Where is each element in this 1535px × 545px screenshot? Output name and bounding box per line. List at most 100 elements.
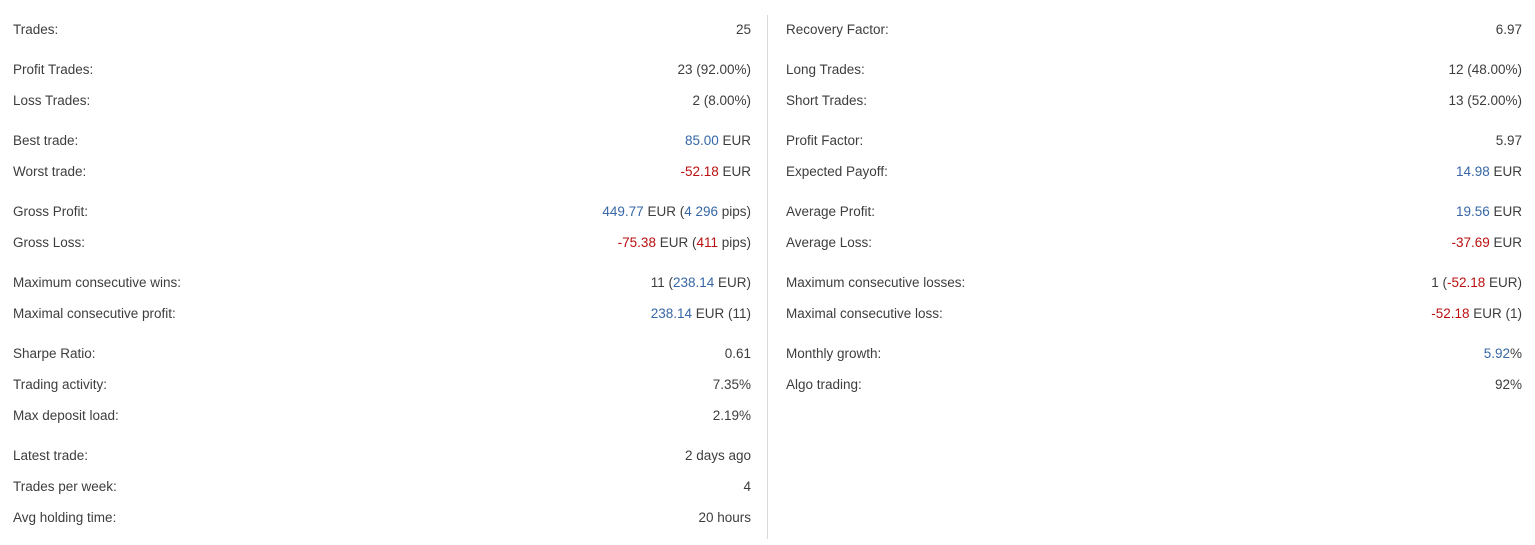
stat-row-profit-factor: Profit Factor: 5.97 bbox=[786, 125, 1522, 156]
value-segment: 25 bbox=[735, 22, 751, 37]
stat-row-short-trades: Short Trades: 13 (52.00%) bbox=[786, 85, 1522, 116]
stat-row-expected-payoff: Expected Payoff: 14.98 EUR bbox=[786, 156, 1522, 187]
stats-group: Sharpe Ratio: 0.61 Trading activity: 7.35% M… bbox=[13, 338, 751, 431]
stat-row-trades-per-week: Trades per week: 4 bbox=[13, 471, 751, 502]
stats-group: Maximum consecutive wins: 11 (238.14 EUR)… bbox=[13, 267, 751, 329]
stat-value-maximal-consecutive-profit: 238.14 EUR (11) bbox=[651, 306, 751, 321]
stats-group: Average Profit: 19.56 EUR Average Loss: -37… bbox=[786, 196, 1522, 258]
stat-value-profit-trades: 23 (92.00%) bbox=[677, 62, 751, 77]
stat-label-gross-loss: Gross Loss: bbox=[13, 235, 86, 250]
stat-row-best-trade: Best trade: 85.00 EUR bbox=[13, 125, 751, 156]
value-segment: % bbox=[1509, 346, 1522, 361]
value-segment: -52.18 bbox=[1431, 306, 1470, 321]
stat-label-average-loss: Average Loss: bbox=[786, 235, 873, 250]
stat-label-sharpe-ratio: Sharpe Ratio: bbox=[13, 346, 96, 361]
value-segment: -75.38 bbox=[617, 235, 656, 250]
stat-label-profit-trades: Profit Trades: bbox=[13, 62, 94, 77]
stats-column-left: Trades: 25 Profit Trades: 23 (92.00%) Loss T… bbox=[0, 0, 767, 542]
stat-value-max-deposit-load: 2.19% bbox=[713, 408, 751, 423]
stat-value-sharpe-ratio: 0.61 bbox=[725, 346, 751, 361]
value-segment: 23 (92.00%) bbox=[677, 62, 751, 77]
value-segment: 5.97 bbox=[1495, 133, 1522, 148]
value-segment: 4 296 bbox=[684, 204, 718, 219]
value-segment: 14.98 bbox=[1455, 164, 1490, 179]
stat-value-average-loss: -37.69 EUR bbox=[1451, 235, 1522, 250]
value-segment: 12 (48.00%) bbox=[1448, 62, 1522, 77]
stat-label-algo-trading: Algo trading: bbox=[786, 377, 862, 392]
value-segment: EUR) bbox=[1485, 275, 1522, 290]
stat-label-avg-holding-time: Avg holding time: bbox=[13, 510, 117, 525]
stat-value-best-trade: 85.00 EUR bbox=[685, 133, 751, 148]
value-segment: EUR (1) bbox=[1469, 306, 1522, 321]
stat-row-maximal-consecutive-profit: Maximal consecutive profit: 238.14 EUR (1… bbox=[13, 298, 751, 329]
value-segment: EUR bbox=[718, 164, 751, 179]
value-segment: 11 ( bbox=[650, 275, 673, 290]
stat-row-maximum-consecutive-losses: Maximum consecutive losses: 1 (-52.18 EUR… bbox=[786, 267, 1522, 298]
stats-group: Monthly growth: 5.92% Algo trading: 92% bbox=[786, 338, 1522, 400]
stat-label-expected-payoff: Expected Payoff: bbox=[786, 164, 888, 179]
value-segment: 238.14 bbox=[650, 306, 692, 321]
stat-value-loss-trades: 2 (8.00%) bbox=[692, 93, 751, 108]
stat-value-profit-factor: 5.97 bbox=[1496, 133, 1522, 148]
value-segment: 1 ( bbox=[1431, 275, 1447, 290]
value-segment: -52.18 bbox=[680, 164, 719, 179]
stat-label-monthly-growth: Monthly growth: bbox=[786, 346, 882, 361]
value-segment: EUR) bbox=[714, 275, 751, 290]
stat-value-latest-trade: 2 days ago bbox=[685, 448, 751, 463]
value-segment: EUR (11) bbox=[691, 306, 751, 321]
value-segment: EUR ( bbox=[643, 204, 685, 219]
stat-value-worst-trade: -52.18 EUR bbox=[680, 164, 751, 179]
value-segment: -37.69 bbox=[1451, 235, 1490, 250]
stat-row-long-trades: Long Trades: 12 (48.00%) bbox=[786, 54, 1522, 85]
stats-group: Long Trades: 12 (48.00%) Short Trades: 13 (… bbox=[786, 54, 1522, 116]
value-segment: EUR ( bbox=[655, 235, 697, 250]
value-segment: 85.00 bbox=[684, 133, 719, 148]
stat-value-expected-payoff: 14.98 EUR bbox=[1456, 164, 1522, 179]
stat-label-gross-profit: Gross Profit: bbox=[13, 204, 89, 219]
stat-row-trades: Trades: 25 bbox=[13, 14, 751, 45]
value-segment: 92% bbox=[1494, 377, 1522, 392]
stat-label-trades: Trades: bbox=[13, 22, 59, 37]
stat-label-maximal-consecutive-loss: Maximal consecutive loss: bbox=[786, 306, 943, 321]
stat-value-recovery-factor: 6.97 bbox=[1496, 22, 1522, 37]
stats-group: Latest trade: 2 days ago Trades per week: 4… bbox=[13, 440, 751, 533]
stat-value-monthly-growth: 5.92% bbox=[1484, 346, 1522, 361]
stat-label-long-trades: Long Trades: bbox=[786, 62, 865, 77]
value-segment: -52.18 bbox=[1446, 275, 1486, 290]
value-segment: EUR bbox=[1489, 204, 1522, 219]
stat-label-trades-per-week: Trades per week: bbox=[13, 479, 117, 494]
stat-row-average-profit: Average Profit: 19.56 EUR bbox=[786, 196, 1522, 227]
stats-column-right: Recovery Factor: 6.97 Long Trades: 12 (48.0… bbox=[768, 0, 1535, 409]
stat-value-algo-trading: 92% bbox=[1495, 377, 1522, 392]
stat-value-maximum-consecutive-losses: 1 (-52.18 EUR) bbox=[1431, 275, 1522, 290]
value-segment: pips) bbox=[717, 235, 751, 250]
value-segment: 2 (8.00%) bbox=[692, 93, 751, 108]
value-segment: 411 bbox=[696, 235, 718, 250]
stat-value-avg-holding-time: 20 hours bbox=[698, 510, 751, 525]
value-segment: pips) bbox=[717, 204, 751, 219]
stats-group: Trades: 25 bbox=[13, 14, 751, 45]
value-segment: 13 (52.00%) bbox=[1448, 93, 1522, 108]
stat-label-best-trade: Best trade: bbox=[13, 133, 79, 148]
value-segment: 5.92 bbox=[1483, 346, 1510, 361]
stat-value-average-profit: 19.56 EUR bbox=[1456, 204, 1522, 219]
value-segment: 449.77 bbox=[602, 204, 644, 219]
stat-row-trading-activity: Trading activity: 7.35% bbox=[13, 369, 751, 400]
stat-label-short-trades: Short Trades: bbox=[786, 93, 868, 108]
stat-value-gross-profit: 449.77 EUR (4 296 pips) bbox=[602, 204, 751, 219]
value-segment: 6.97 bbox=[1495, 22, 1522, 37]
value-segment: 20 hours bbox=[698, 510, 751, 525]
value-segment: 238.14 bbox=[672, 275, 715, 290]
stat-value-trades: 25 bbox=[736, 22, 751, 37]
value-segment: 2 days ago bbox=[684, 448, 751, 463]
stat-row-worst-trade: Worst trade: -52.18 EUR bbox=[13, 156, 751, 187]
column-divider bbox=[767, 15, 768, 539]
stat-label-latest-trade: Latest trade: bbox=[13, 448, 89, 463]
stats-group: Profit Trades: 23 (92.00%) Loss Trades: 2 (… bbox=[13, 54, 751, 116]
stat-value-maximum-consecutive-wins: 11 (238.14 EUR) bbox=[651, 275, 751, 290]
stat-row-maximal-consecutive-loss: Maximal consecutive loss: -52.18 EUR (1) bbox=[786, 298, 1522, 329]
stat-label-worst-trade: Worst trade: bbox=[13, 164, 87, 179]
stats-group: Recovery Factor: 6.97 bbox=[786, 14, 1522, 45]
stat-value-long-trades: 12 (48.00%) bbox=[1448, 62, 1522, 77]
stat-row-gross-profit: Gross Profit: 449.77 EUR (4 296 pips) bbox=[13, 196, 751, 227]
